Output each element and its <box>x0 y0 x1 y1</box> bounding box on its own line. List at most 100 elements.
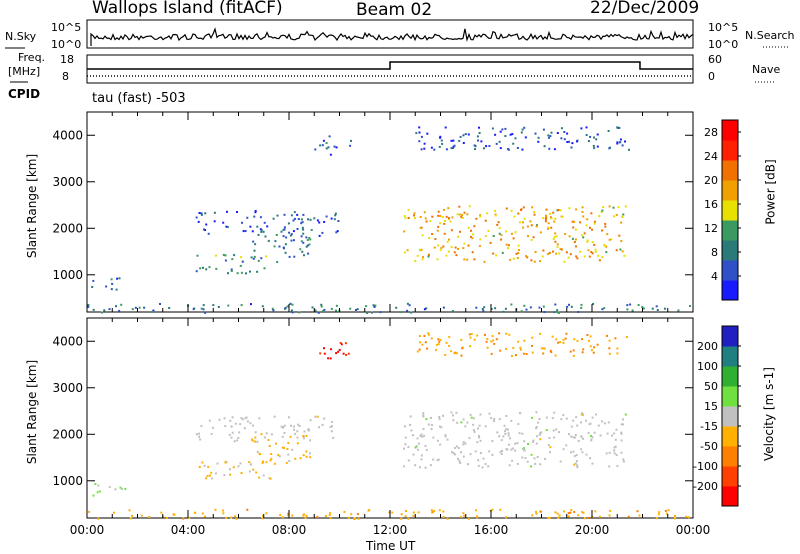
scatter-cell <box>404 217 407 220</box>
scatter-cell <box>542 347 545 350</box>
scatter-cell <box>416 437 419 440</box>
scatter-cell <box>559 460 562 463</box>
scatter-cell <box>131 514 133 517</box>
scatter-cell <box>571 220 574 223</box>
scatter-cell <box>501 449 504 452</box>
scatter-cell <box>580 127 583 130</box>
scatter-cell <box>316 516 319 518</box>
scatter-cell <box>442 208 445 211</box>
scatter-cell <box>407 209 410 212</box>
scatter-cell <box>254 431 257 434</box>
scatter-cell <box>604 222 607 225</box>
scatter-cell <box>337 350 340 353</box>
scatter-cell <box>309 456 312 459</box>
scatter-cell <box>372 304 375 307</box>
scatter-cell <box>443 232 446 235</box>
scatter-cell <box>236 439 239 442</box>
scatter-cell <box>566 305 569 308</box>
scatter-cell <box>583 255 586 258</box>
scatter-cell <box>229 419 232 422</box>
scatter-cell <box>548 136 550 139</box>
scatter-cell <box>261 461 264 464</box>
scatter-cell <box>466 213 469 216</box>
scatter-cell <box>404 443 407 446</box>
scatter-cell <box>470 416 473 419</box>
scatter-cell <box>471 251 474 254</box>
scatter-cell <box>97 517 100 520</box>
scatter-cell <box>278 455 281 458</box>
scatter-cell <box>224 259 227 262</box>
scatter-cell <box>248 470 251 473</box>
scatter-cell <box>216 462 219 465</box>
scatter-cell <box>522 221 524 224</box>
scatter-cell <box>497 221 500 224</box>
scatter-cell <box>521 148 524 151</box>
scatter-cell <box>199 438 202 441</box>
scatter-cell <box>302 228 305 231</box>
scatter-cell <box>302 213 305 216</box>
noise-panel-frame <box>86 19 694 49</box>
scatter-cell <box>301 250 304 253</box>
scatter-cell <box>321 423 324 426</box>
scatter-cell <box>509 437 511 440</box>
scatter-cell <box>404 515 407 518</box>
scatter-cell <box>616 142 619 145</box>
scatter-cell <box>436 459 439 462</box>
colorbar-tick-label: 100 <box>697 360 718 373</box>
scatter-cell <box>500 453 503 455</box>
scatter-cell <box>464 133 467 135</box>
freq-label-2: [MHz] <box>8 65 41 78</box>
scatter-cell <box>524 136 527 139</box>
scatter-cell <box>420 454 423 457</box>
scatter-cell <box>493 418 496 421</box>
scatter-cell <box>591 241 594 244</box>
scatter-cell <box>269 477 272 480</box>
scatter-cell <box>306 239 309 241</box>
scatter-cell <box>318 234 321 237</box>
scatter-cell <box>210 471 213 474</box>
scatter-cell <box>207 465 210 468</box>
scatter-cell <box>518 432 521 435</box>
scatter-cell <box>400 517 403 520</box>
velocity-heatmap <box>88 332 690 520</box>
colorbar-segment <box>722 240 738 261</box>
scatter-cell <box>543 347 546 350</box>
scatter-cell <box>425 307 428 310</box>
scatter-cell <box>267 439 270 441</box>
colorbar-segment <box>722 386 738 407</box>
scatter-cell <box>622 460 625 463</box>
scatter-cell <box>301 221 304 224</box>
scatter-cell <box>532 439 535 442</box>
scatter-cell <box>564 233 567 236</box>
scatter-cell <box>594 250 597 253</box>
scatter-cell <box>320 305 323 308</box>
nave-tick-60: 60 <box>708 53 722 66</box>
scatter-cell <box>421 234 424 237</box>
scatter-cell <box>620 431 623 434</box>
scatter-cell <box>254 211 257 214</box>
scatter-cell <box>423 211 426 214</box>
scatter-cell <box>470 333 473 335</box>
scatter-cell <box>510 448 513 451</box>
scatter-cell <box>195 216 198 219</box>
scatter-cell <box>547 134 550 137</box>
scatter-cell <box>436 439 439 442</box>
scatter-cell <box>455 411 458 414</box>
scatter-cell <box>423 335 426 337</box>
scatter-cell <box>424 217 427 220</box>
scatter-cell <box>606 334 608 337</box>
scatter-cell <box>225 225 228 228</box>
scatter-cell <box>620 240 623 242</box>
scatter-cell <box>419 341 422 344</box>
scatter-cell <box>108 486 111 489</box>
scatter-cell <box>342 352 345 355</box>
scatter-cell <box>685 515 688 518</box>
scatter-cell <box>520 131 523 134</box>
scatter-cell <box>500 238 503 241</box>
date-title: 22/Dec/2009 <box>590 0 700 18</box>
scatter-cell <box>569 511 572 514</box>
scatter-cell <box>624 140 626 143</box>
scatter-cell <box>275 234 278 236</box>
scatter-cell <box>622 418 624 421</box>
scatter-cell <box>608 347 611 350</box>
